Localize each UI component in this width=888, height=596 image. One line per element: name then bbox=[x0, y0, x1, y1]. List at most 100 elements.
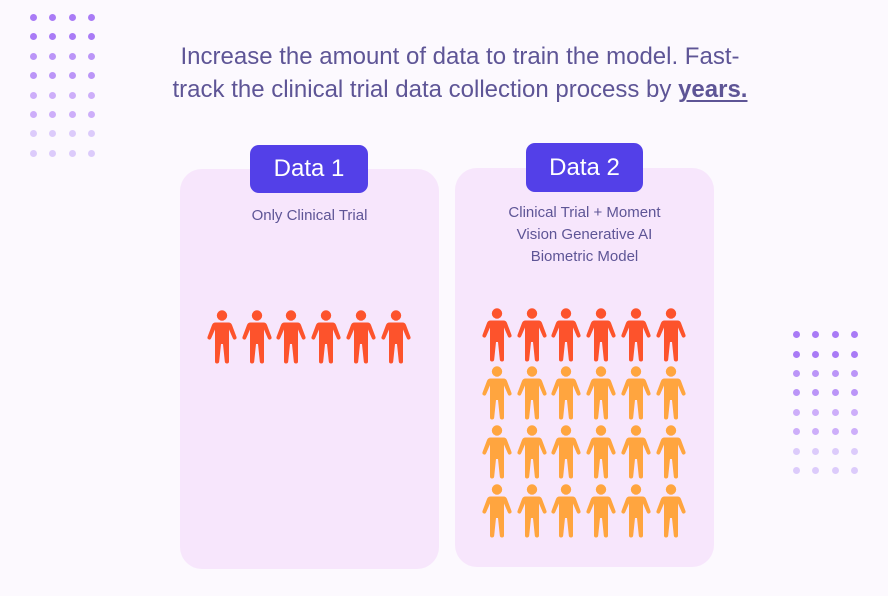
dot-decoration bbox=[68, 110, 76, 118]
dot-decoration bbox=[48, 91, 56, 99]
dot-decoration bbox=[792, 330, 800, 338]
dot-decoration bbox=[792, 369, 800, 377]
person-icon bbox=[621, 308, 651, 362]
dot-decoration bbox=[68, 71, 76, 79]
card-1-description-line: Only Clinical Trial bbox=[251, 207, 368, 224]
person-icon bbox=[517, 366, 547, 420]
person-icon bbox=[551, 308, 581, 362]
person-icon bbox=[551, 366, 581, 420]
card-1-description: Only Clinical Trial bbox=[180, 205, 439, 227]
person-icon bbox=[517, 308, 547, 362]
dot-decoration bbox=[831, 447, 839, 455]
person-icon bbox=[551, 425, 581, 479]
dot-decoration bbox=[831, 427, 839, 435]
person-icon bbox=[517, 484, 547, 538]
dot-decoration bbox=[48, 13, 56, 21]
dot-decoration bbox=[48, 52, 56, 60]
dot-decoration bbox=[850, 350, 858, 358]
dot-decoration bbox=[48, 110, 56, 118]
dot-decoration bbox=[87, 32, 95, 40]
dot-decoration bbox=[48, 71, 56, 79]
badge-data-1: Data 1 bbox=[250, 145, 368, 193]
person-icon bbox=[482, 308, 512, 362]
person-icon bbox=[656, 484, 686, 538]
dot-decoration bbox=[29, 149, 37, 157]
dot-decoration bbox=[811, 388, 819, 396]
person-icon bbox=[621, 484, 651, 538]
dot-decoration bbox=[792, 388, 800, 396]
headline-emphasis: years. bbox=[678, 76, 748, 103]
dot-decoration bbox=[68, 13, 76, 21]
dot-decoration bbox=[811, 466, 819, 474]
person-icon bbox=[276, 310, 306, 364]
dot-decoration bbox=[792, 350, 800, 358]
dot-decoration bbox=[811, 369, 819, 377]
person-icon bbox=[586, 425, 616, 479]
dot-decoration bbox=[831, 408, 839, 416]
dot-decoration bbox=[831, 388, 839, 396]
dot-decoration bbox=[87, 110, 95, 118]
dot-decoration bbox=[87, 52, 95, 60]
dot-decoration bbox=[792, 447, 800, 455]
dot-decoration bbox=[811, 408, 819, 416]
dot-decoration bbox=[48, 149, 56, 157]
dot-decoration bbox=[87, 91, 95, 99]
person-icon bbox=[482, 366, 512, 420]
card-data-1 bbox=[180, 169, 439, 569]
person-icon bbox=[586, 308, 616, 362]
dot-decoration bbox=[831, 350, 839, 358]
dot-decoration bbox=[68, 91, 76, 99]
dot-decoration bbox=[831, 466, 839, 474]
dot-decoration bbox=[68, 129, 76, 137]
dot-decoration bbox=[29, 32, 37, 40]
person-icon bbox=[621, 366, 651, 420]
dot-decoration bbox=[811, 350, 819, 358]
dot-decoration bbox=[811, 427, 819, 435]
badge-data-2: Data 2 bbox=[526, 143, 643, 192]
dot-decoration bbox=[87, 13, 95, 21]
dot-decoration bbox=[792, 466, 800, 474]
dot-decoration bbox=[850, 447, 858, 455]
dot-decoration bbox=[48, 32, 56, 40]
dot-decoration bbox=[811, 447, 819, 455]
dot-decoration bbox=[850, 330, 858, 338]
dot-decoration bbox=[811, 330, 819, 338]
person-icon bbox=[586, 366, 616, 420]
dot-decoration bbox=[68, 32, 76, 40]
dot-decoration bbox=[29, 13, 37, 21]
person-icon bbox=[621, 425, 651, 479]
dot-decoration bbox=[792, 408, 800, 416]
dot-decoration bbox=[87, 71, 95, 79]
person-icon bbox=[517, 425, 547, 479]
person-icon bbox=[551, 484, 581, 538]
person-icon bbox=[381, 310, 411, 364]
dot-decoration bbox=[850, 427, 858, 435]
headline: Increase the amount of data to train the… bbox=[120, 40, 800, 106]
dot-decoration bbox=[850, 466, 858, 474]
dot-decoration bbox=[850, 388, 858, 396]
dot-decoration bbox=[68, 52, 76, 60]
person-icon bbox=[656, 366, 686, 420]
person-icon bbox=[207, 310, 237, 364]
dot-decoration bbox=[29, 129, 37, 137]
dot-decoration bbox=[831, 369, 839, 377]
dot-decoration bbox=[792, 427, 800, 435]
dot-decoration bbox=[831, 330, 839, 338]
card-2-description-line: Biometric Model bbox=[530, 248, 639, 265]
card-2-description-line: Clinical Trial + Moment bbox=[508, 204, 661, 221]
person-icon bbox=[346, 310, 376, 364]
dot-decoration bbox=[29, 71, 37, 79]
person-icon bbox=[242, 310, 272, 364]
card-2-description-line: Vision Generative AI bbox=[516, 226, 653, 243]
person-icon bbox=[482, 425, 512, 479]
person-icon bbox=[656, 425, 686, 479]
dot-decoration bbox=[29, 110, 37, 118]
dot-decoration bbox=[48, 129, 56, 137]
dot-decoration bbox=[29, 91, 37, 99]
person-icon bbox=[311, 310, 341, 364]
card-2-description: Clinical Trial + Moment Vision Generativ… bbox=[455, 202, 714, 268]
dot-decoration bbox=[29, 52, 37, 60]
headline-line-2: track the clinical trial data collection… bbox=[120, 73, 800, 106]
person-icon bbox=[656, 308, 686, 362]
dot-decoration bbox=[850, 408, 858, 416]
